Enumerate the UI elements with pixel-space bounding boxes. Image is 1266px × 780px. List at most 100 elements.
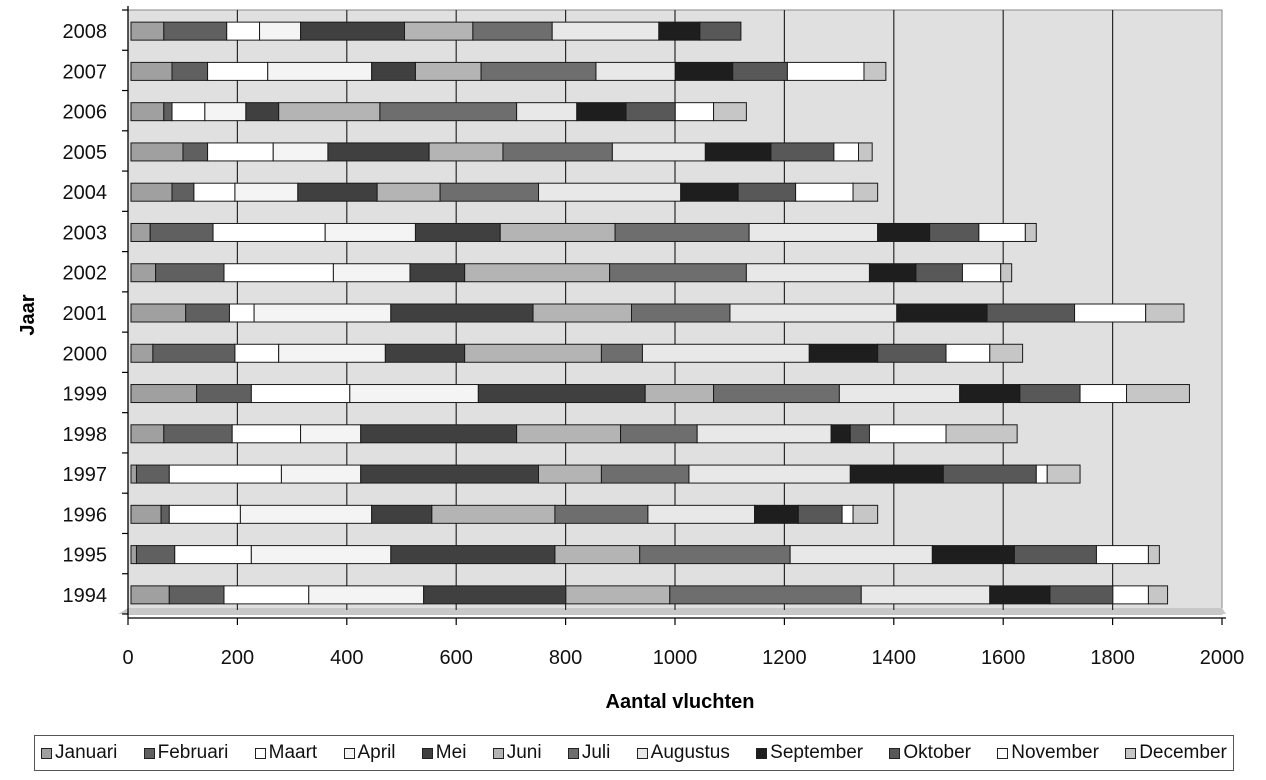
bar-2006-maart — [171, 102, 206, 122]
y-tick-labels: 2008 2007 2006 2005 2004 2003 2002 2001 2000 1999… — [63, 21, 108, 607]
legend-item-december: December — [1125, 742, 1227, 764]
legend-label: Juni — [506, 742, 542, 763]
bar-1994-november — [1112, 585, 1149, 605]
bar-1998-december — [945, 424, 1018, 444]
bar-2005-september — [704, 142, 772, 162]
y-tick-label: 1995 — [63, 545, 108, 567]
bar-2000-januari — [130, 343, 154, 363]
bar-2001-januari — [130, 303, 187, 323]
y-tick-label: 2005 — [63, 142, 108, 164]
legend-swatch — [1125, 747, 1137, 759]
bar-1996-mei — [371, 504, 433, 524]
bar-2002-februari — [155, 263, 225, 283]
bar-2002-januari — [130, 263, 157, 283]
x-tick-label: 400 — [330, 647, 363, 669]
y-tick-label: 2004 — [63, 182, 108, 204]
bar-2008-mei — [300, 21, 406, 41]
bar-2007-februari — [171, 61, 209, 81]
x-tick-label: 800 — [549, 647, 582, 669]
bar-1996-december — [852, 504, 879, 524]
bar-2006-september — [576, 102, 627, 122]
bar-1995-oktober — [1013, 545, 1097, 565]
bar-1995-april — [250, 545, 392, 565]
bar-2000-december — [989, 343, 1024, 363]
bar-1996-juni — [431, 504, 556, 524]
bar-1995-juni — [554, 545, 641, 565]
bar-1998-maart — [231, 424, 302, 444]
y-tick-label: 1994 — [63, 585, 108, 607]
bar-1997-mei — [360, 464, 540, 484]
legend-item-april: April — [343, 742, 396, 764]
bar-1999-juli — [713, 384, 840, 404]
legend-item-oktober: Oktober — [889, 742, 971, 764]
y-tick-label: 2007 — [63, 61, 108, 83]
bar-2004-oktober — [737, 182, 797, 202]
bar-1999-oktober — [1019, 384, 1081, 404]
bar-2001-juni — [532, 303, 633, 323]
x-tick-labels: 0 200 400 600 800 1000 1200 1400 1600 1800 2000 — [122, 647, 1244, 669]
axes — [122, 6, 1226, 625]
bar-2000-november — [945, 343, 991, 363]
bar-2006-april — [204, 102, 247, 122]
bar-1998-april — [300, 424, 362, 444]
bar-1994-februari — [168, 585, 225, 605]
bar-2001-februari — [185, 303, 230, 323]
bar-2000-april — [278, 343, 386, 363]
x-tick-label: 1400 — [872, 647, 917, 669]
bar-1998-mei — [360, 424, 518, 444]
bar-2008-september — [658, 21, 701, 41]
bar-2008-februari — [163, 21, 228, 41]
bar-2002-mei — [409, 263, 466, 283]
bar-2005-augustus — [611, 142, 706, 162]
bar-1997-september — [849, 464, 944, 484]
bar-2003-oktober — [929, 222, 980, 242]
bar-2008-april — [259, 21, 302, 41]
bar-2001-april — [253, 303, 392, 323]
x-tick-label: 1800 — [1090, 647, 1135, 669]
bar-1997-januari — [130, 464, 137, 484]
legend-item-maart: Maart — [254, 742, 318, 764]
bar-2007-november — [786, 61, 865, 81]
legend-item-januari: Januari — [41, 742, 117, 764]
bar-2008-juni — [404, 21, 474, 41]
bar-1998-november — [868, 424, 947, 444]
y-tick-label: 2003 — [63, 222, 108, 244]
x-tick-label: 1600 — [981, 647, 1026, 669]
bar-1995-juli — [639, 545, 791, 565]
bar-2007-december — [863, 61, 887, 81]
bar-2002-september — [868, 263, 917, 283]
bar-1996-maart — [168, 504, 241, 524]
bar-2005-oktober — [770, 142, 835, 162]
legend-item-februari: Februari — [143, 742, 228, 764]
bar-1994-december — [1147, 585, 1169, 605]
bar-1996-oktober — [797, 504, 843, 524]
bar-2000-augustus — [641, 343, 810, 363]
legend-label: Januari — [55, 742, 118, 763]
bar-2005-november — [833, 142, 860, 162]
bar-2002-november — [961, 263, 1002, 283]
legend-swatch — [143, 747, 155, 759]
y-tick-label: 1996 — [63, 504, 108, 526]
bar-2005-juli — [502, 142, 613, 162]
bar-2000-oktober — [877, 343, 947, 363]
bar-1997-juni — [538, 464, 602, 484]
legend-label: December — [1139, 742, 1227, 763]
bar-2002-december — [1000, 263, 1013, 283]
legend-swatch — [636, 747, 648, 759]
bar-2007-mei — [371, 61, 416, 81]
bar-2007-augustus — [595, 61, 676, 81]
legend-label: Oktober — [903, 742, 971, 763]
bar-2001-september — [896, 303, 988, 323]
bar-2001-augustus — [729, 303, 898, 323]
x-tick-label: 1000 — [653, 647, 698, 669]
bar-1996-augustus — [647, 504, 756, 524]
legend-label: Maart — [268, 742, 318, 763]
legend-item-augustus: Augustus — [636, 742, 730, 764]
bar-1995-december — [1147, 545, 1160, 565]
stacked-bar-chart: 0 200 400 600 800 1000 1200 1400 1600 1800 2000 20… — [17, 6, 1244, 713]
bar-1999-maart — [250, 384, 351, 404]
x-tick-label: 600 — [440, 647, 473, 669]
bar-2002-april — [332, 263, 411, 283]
bar-2001-juli — [631, 303, 731, 323]
bar-2003-juni — [499, 222, 616, 242]
